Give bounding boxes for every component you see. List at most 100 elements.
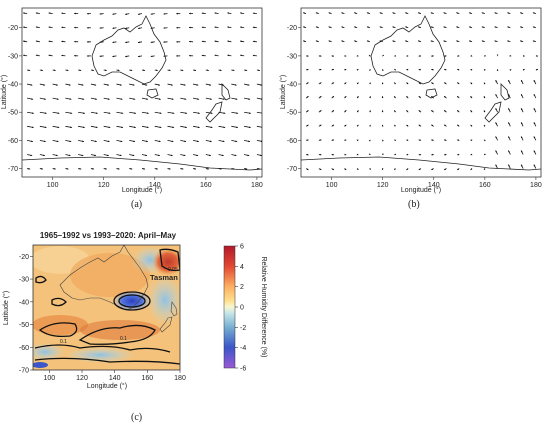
wind-vector-head [507, 26, 510, 29]
wind-vector-head [457, 96, 459, 98]
wind-vector-head [508, 108, 510, 111]
wind-vector-head [95, 98, 97, 100]
wind-vector-head [394, 82, 396, 85]
wind-vector-head [356, 168, 359, 170]
wind-vector-head [43, 154, 45, 157]
wind-vector-head [261, 98, 262, 100]
wind-vector-head [95, 140, 97, 143]
wind-vector-head [306, 68, 309, 71]
wind-vector-head [176, 55, 178, 57]
heatmap-region [70, 253, 150, 297]
wind-vector-head [146, 112, 149, 114]
wind-vector-head [430, 26, 433, 29]
wind-vector-head [405, 26, 408, 29]
wind-vector-head [457, 124, 459, 127]
wind-vector-head [444, 153, 446, 156]
wind-vector-head [332, 139, 334, 142]
wind-vector-head [481, 26, 484, 29]
wind-vector-head [507, 12, 510, 14]
wind-vector-head [533, 150, 536, 153]
wind-vector-head [172, 126, 175, 129]
wind-vector-head [368, 54, 371, 57]
wind-vector-head [55, 154, 58, 157]
wind-vector-head [418, 55, 421, 57]
wind-vector-head [70, 126, 72, 129]
wind-vector-head [341, 40, 344, 43]
wind-vector-head [236, 126, 238, 129]
wind-vector-head [143, 69, 145, 72]
wind-vector-head [507, 40, 510, 43]
wind-vector-head [344, 96, 347, 98]
wind-vector-head [196, 84, 199, 86]
wind-vector-head [252, 40, 255, 43]
wind-vector-head [354, 26, 356, 29]
wind-vector-head [418, 153, 421, 156]
wind-vector-head [247, 154, 250, 157]
wind-vector-head [23, 26, 25, 29]
wind-vector-head [248, 126, 251, 129]
wind-vector-head [125, 13, 127, 15]
wind-vector-head [521, 164, 523, 167]
wind-vector-head [457, 110, 459, 113]
wind-vector-head [99, 55, 102, 58]
panel-b-coastlines [301, 15, 541, 171]
y-tick-label: -70 [19, 368, 29, 375]
wind-vector-head [159, 112, 162, 114]
wind-vector-head [219, 167, 222, 170]
wind-vector-head [214, 12, 217, 15]
wind-vector-head [99, 13, 102, 15]
wind-vector-head [495, 136, 498, 139]
x-tick-label: 140 [149, 182, 161, 189]
wind-vector-head [533, 108, 536, 111]
wind-vector-head [406, 153, 409, 156]
y-tick-label: -30 [287, 53, 297, 60]
wind-vector-head [430, 12, 433, 14]
wind-vector-head [108, 126, 111, 129]
wind-vector-head [470, 124, 473, 127]
wind-vector-head [508, 80, 510, 82]
wind-vector-head [522, 55, 525, 57]
x-tick-label: 120 [377, 182, 389, 189]
panel-b-axes: 100 120 140 160 180 -20 -30 -40 -50 -60 -70 [287, 25, 542, 189]
wind-vector-head [521, 122, 523, 125]
wind-vector-head [418, 40, 420, 43]
wind-vector-head [248, 140, 250, 143]
wind-vector-head [99, 41, 102, 43]
wind-vector-head [121, 112, 124, 114]
wind-vector-head [66, 69, 69, 72]
wind-vector-head [198, 112, 200, 114]
wind-vector-head [171, 98, 174, 100]
wind-vector-head [366, 26, 369, 29]
wind-vector-head [344, 110, 347, 113]
wind-vector-head [369, 110, 371, 113]
wind-vector-head [94, 154, 96, 157]
panel-c-caption: (c) [131, 412, 143, 423]
wind-vector-head [332, 153, 334, 156]
y-tick-label: -50 [287, 110, 297, 117]
panel-b-xlabel: Longitude (°) [401, 186, 441, 194]
wind-vector-head [457, 139, 459, 142]
wind-vector-head [120, 140, 123, 143]
panel-b-wind-vectors [302, 12, 539, 171]
wind-vector-head [495, 80, 498, 82]
wind-vector-head [99, 27, 102, 29]
wind-vector-head [44, 98, 46, 100]
wind-vector-head [494, 26, 497, 29]
wind-vector-head [31, 98, 34, 100]
panel-a-wind-map: 100 120 140 160 180 -20 -30 -40 -50 -60 -70 Longit… [0, 7, 263, 194]
wind-vector-head [258, 69, 260, 72]
wind-vector-head [306, 124, 309, 127]
wind-vector-head [509, 54, 512, 57]
wind-vector-head [520, 40, 522, 43]
wind-vector-head [138, 27, 140, 30]
panel-c-field: 0.05 0.1 0.1 Tasman Sea [33, 245, 180, 370]
wind-vector-head [508, 136, 510, 139]
wind-vector-head [35, 12, 38, 14]
wind-vector-head [260, 84, 262, 86]
wind-vector-head [35, 40, 38, 43]
panel-a-axes: 100 120 140 160 180 -20 -30 -40 -50 -60 -70 [8, 25, 263, 189]
wind-vector-head [57, 112, 60, 114]
wind-vector-head [61, 40, 64, 43]
wind-vector-head [508, 164, 510, 167]
wind-vector-head [344, 55, 347, 57]
